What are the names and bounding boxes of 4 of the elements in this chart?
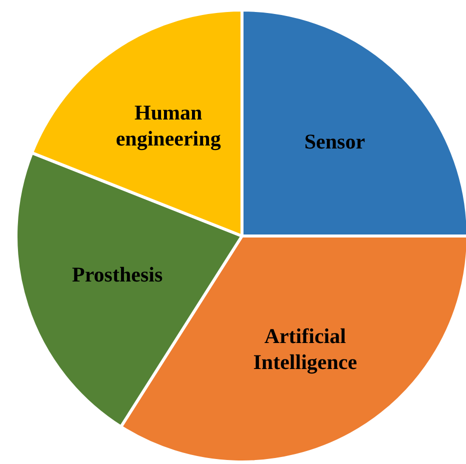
slice-label: Artificial Intelligence bbox=[253, 324, 358, 374]
slice-label: Prosthesis bbox=[72, 262, 163, 286]
slice-label: Human engineering bbox=[116, 100, 222, 150]
slice-label: Sensor bbox=[304, 129, 366, 154]
